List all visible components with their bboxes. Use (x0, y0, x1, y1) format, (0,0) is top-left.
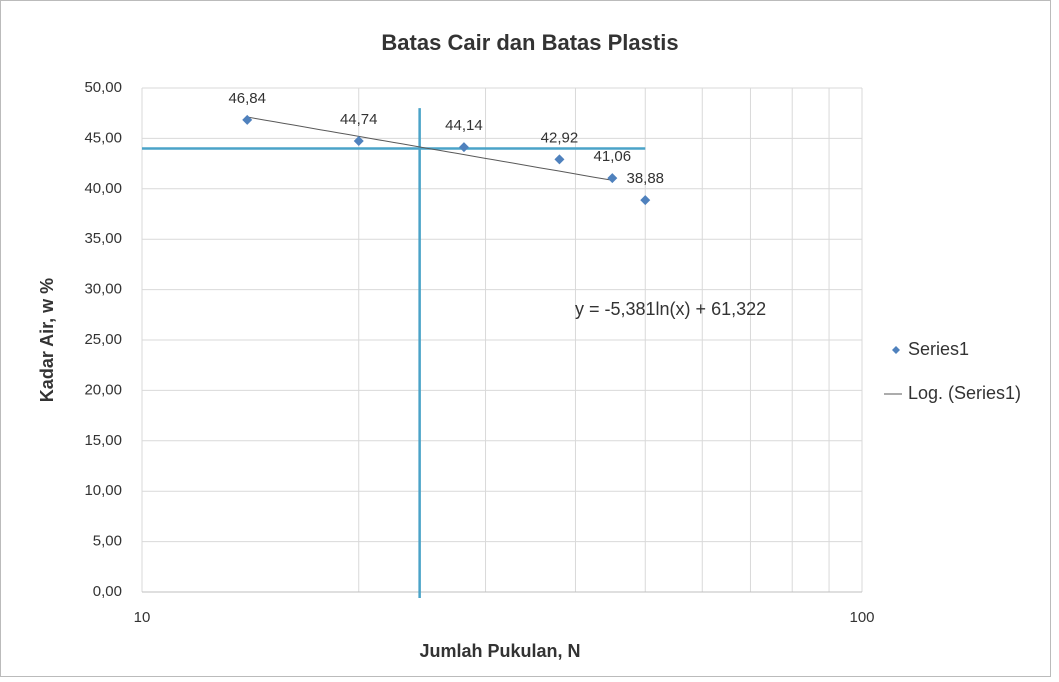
legend-label: Series1 (908, 339, 969, 359)
y-tick-label: 20,00 (84, 381, 122, 398)
data-label: 46,84 (228, 90, 266, 107)
legend-marker (892, 346, 900, 354)
y-tick-label: 10,00 (84, 482, 122, 499)
y-axis-label: Kadar Air, w % (37, 278, 57, 402)
data-label: 44,14 (445, 117, 483, 134)
data-point (458, 142, 469, 153)
y-tick-label: 5,00 (93, 533, 122, 550)
data-label: 38,88 (626, 170, 664, 187)
data-point (554, 154, 565, 165)
x-axis-label: Jumlah Pukulan, N (419, 641, 580, 661)
y-tick-label: 45,00 (84, 129, 122, 146)
y-tick-label: 15,00 (84, 432, 122, 449)
x-tick-label: 100 (849, 609, 874, 626)
x-tick-label: 10 (134, 609, 151, 626)
chart-title: Batas Cair dan Batas Plastis (381, 30, 678, 55)
y-tick-label: 40,00 (84, 180, 122, 197)
data-point (607, 173, 618, 184)
y-tick-label: 25,00 (84, 331, 122, 348)
y-tick-label: 50,00 (84, 79, 122, 96)
data-point (242, 114, 253, 125)
y-tick-label: 30,00 (84, 281, 122, 298)
trendline (247, 116, 613, 181)
data-point (353, 136, 364, 147)
data-point (640, 195, 651, 206)
y-tick-label: 0,00 (93, 583, 122, 600)
y-tick-label: 35,00 (84, 230, 122, 247)
data-label: 44,74 (340, 111, 378, 128)
data-label: 42,92 (541, 129, 579, 146)
legend-label: Log. (Series1) (908, 383, 1021, 403)
data-label: 41,06 (594, 148, 632, 165)
trendline-equation: y = -5,381ln(x) + 61,322 (575, 299, 766, 319)
